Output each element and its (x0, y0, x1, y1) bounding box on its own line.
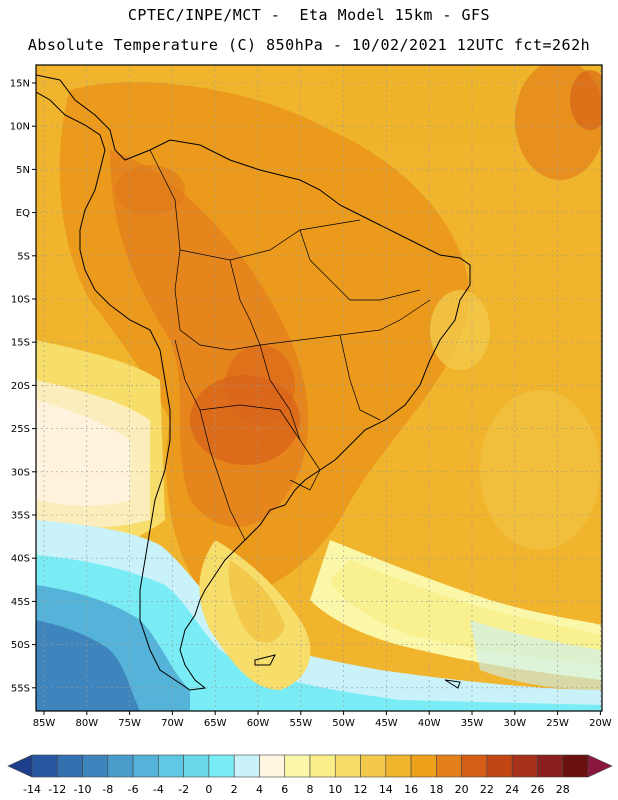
colorbar-swatch (461, 754, 488, 778)
longitude-labels: 85W 80W 75W 70W 65W 60W 55W 50W 45W 40W 35W 30W 25W 2… (33, 711, 612, 729)
colorbar-swatch (82, 754, 109, 778)
lat-label: 50S (11, 640, 30, 651)
lon-label: 20W (589, 718, 612, 729)
lon-label: 65W (204, 718, 227, 729)
lat-label: 45S (11, 597, 30, 608)
colorbar-label: 14 (379, 783, 393, 796)
colorbar-swatch (562, 754, 589, 778)
colorbar-label: -8 (102, 783, 113, 796)
colorbar-swatch (208, 754, 235, 778)
colorbar-label: 12 (354, 783, 368, 796)
lon-label: 85W (33, 718, 56, 729)
lon-label: 70W (161, 718, 184, 729)
colorbar-swatch (132, 754, 159, 778)
colorbar-swatch (385, 754, 412, 778)
colorbar-swatch (158, 754, 184, 778)
lat-label: 5N (16, 165, 30, 176)
lon-label: 45W (375, 718, 398, 729)
colorbar-label: 18 (429, 783, 443, 796)
lon-label: 75W (118, 718, 141, 729)
colorbar-arrow-low (7, 754, 33, 778)
colorbar-label: 2 (231, 783, 238, 796)
lon-label: 40W (418, 718, 441, 729)
colorbar-arrow-high (587, 754, 613, 778)
colorbar-label: 0 (205, 783, 212, 796)
lon-label: 80W (75, 718, 98, 729)
map-title-line1: CPTEC/INPE/MCT - Eta Model 15km - GFS (127, 6, 491, 24)
colorbar: -14 -12 -10 -8 -6 -4 -2 0 2 4 6 8 10 12 14 16 18 20 22 24 26… (7, 754, 613, 796)
lon-label: 35W (461, 718, 484, 729)
lat-label: 5S (17, 251, 30, 262)
colorbar-swatch (486, 754, 513, 778)
lon-label: 60W (247, 718, 270, 729)
colorbar-label: 24 (505, 783, 519, 796)
colorbar-label: 22 (480, 783, 494, 796)
lon-label: 50W (332, 718, 355, 729)
lat-label: 25S (11, 424, 30, 435)
temperature-field (36, 65, 602, 711)
colorbar-label: 16 (404, 783, 418, 796)
colorbar-label: -10 (74, 783, 92, 796)
colorbar-swatch (284, 754, 311, 778)
colorbar-swatch (233, 754, 260, 778)
country-borders (149, 149, 431, 541)
colorbar-label: 20 (455, 783, 469, 796)
colorbar-label: 10 (328, 783, 342, 796)
colorbar-swatch (410, 754, 437, 778)
colorbar-swatch (334, 754, 361, 778)
lat-label: 15N (10, 79, 30, 90)
colorbar-label: 8 (307, 783, 314, 796)
lat-label: 10N (10, 122, 30, 133)
map-title-line2: Absolute Temperature (C) 850hPa - 10/02/… (27, 36, 591, 54)
lat-label: 15S (11, 338, 30, 349)
colorbar-label: -2 (178, 783, 189, 796)
colorbar-swatch (31, 754, 58, 778)
colorbar-swatch (107, 754, 134, 778)
lat-label: 35S (11, 511, 30, 522)
colorbar-label: 26 (530, 783, 544, 796)
colorbar-swatch (56, 754, 83, 778)
colorbar-swatch (360, 754, 387, 778)
colorbar-label: -6 (128, 783, 139, 796)
colorbar-swatch (537, 754, 564, 778)
colorbar-swatch (183, 754, 210, 778)
colorbar-label: 4 (256, 783, 263, 796)
lat-label: EQ (16, 208, 30, 219)
colorbar-swatch (259, 754, 286, 778)
map-frame (35, 64, 603, 712)
lat-lon-grid (36, 65, 602, 711)
colorbar-label: 28 (556, 783, 570, 796)
colorbar-label: -14 (23, 783, 41, 796)
lat-label: 10S (11, 295, 30, 306)
lon-label: 30W (503, 718, 526, 729)
colorbar-label: 6 (281, 783, 288, 796)
lat-label: 30S (11, 467, 30, 478)
latitude-labels: 15N 10N 5N EQ 5S 10S 15S 20S 25S 30S 35S 40S 45S 50S 5… (10, 79, 36, 694)
colorbar-swatch (511, 754, 538, 778)
lon-label: 25W (546, 718, 569, 729)
lon-label: 55W (289, 718, 312, 729)
colorbar-swatch (309, 754, 336, 778)
colorbar-swatch (436, 754, 462, 778)
colorbar-label: -4 (153, 783, 164, 796)
lat-label: 20S (11, 381, 30, 392)
colorbar-label: -12 (48, 783, 66, 796)
lat-label: 55S (11, 683, 30, 694)
lat-label: 40S (11, 554, 30, 565)
